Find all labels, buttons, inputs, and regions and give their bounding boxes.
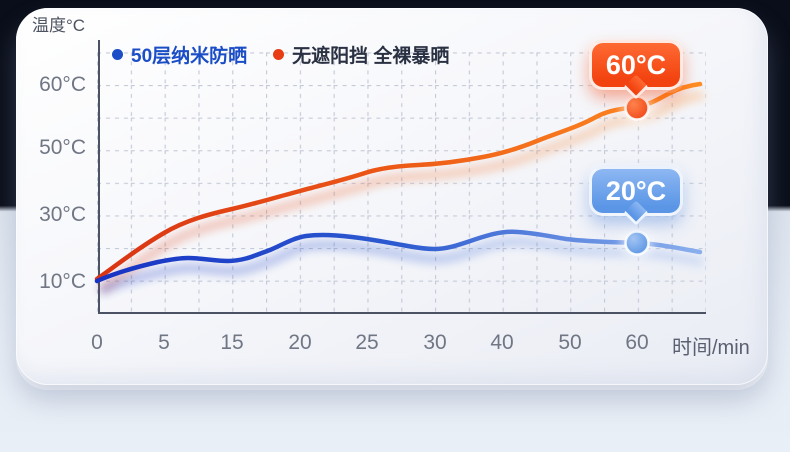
legend-dot-red-icon — [273, 49, 285, 60]
x-tick-50: 50 — [558, 331, 582, 354]
legend-item-protected: 50层纳米防晒 — [112, 41, 247, 68]
callout-badge-60c-label: 60°C — [605, 49, 667, 80]
legend-dot-blue-icon — [112, 49, 123, 60]
x-tick-5: 5 — [158, 331, 170, 354]
callout-badge-20c-label: 20°C — [605, 175, 667, 206]
legend-item-exposed: 无遮阳挡 全裸暴晒 — [273, 41, 449, 68]
x-tick-25: 25 — [355, 331, 379, 354]
y-tick-60: 60°C — [39, 73, 86, 96]
x-axis-title: 时间/min — [672, 337, 750, 359]
x-tick-15: 15 — [220, 331, 244, 354]
chart-legend: 50层纳米防晒 无遮阳挡 全裸暴晒 — [112, 41, 449, 68]
y-tick-30: 30°C — [39, 203, 86, 226]
legend-label-exposed: 无遮阳挡 全裸暴晒 — [292, 46, 450, 67]
callout-badge-60c: 60°C — [589, 40, 683, 90]
y-tick-10: 10°C — [39, 270, 86, 293]
x-tick-40: 40 — [490, 331, 514, 354]
x-tick-30: 30 — [423, 331, 447, 354]
legend-label-protected: 50层纳米防晒 — [131, 46, 248, 67]
y-axis-title: 温度°C — [32, 16, 86, 35]
x-tick-60: 60 — [625, 331, 649, 354]
x-tick-0: 0 — [91, 331, 103, 354]
callout-badge-20c: 20°C — [589, 166, 683, 216]
x-tick-20: 20 — [288, 331, 312, 354]
y-tick-50: 50°C — [39, 136, 86, 159]
